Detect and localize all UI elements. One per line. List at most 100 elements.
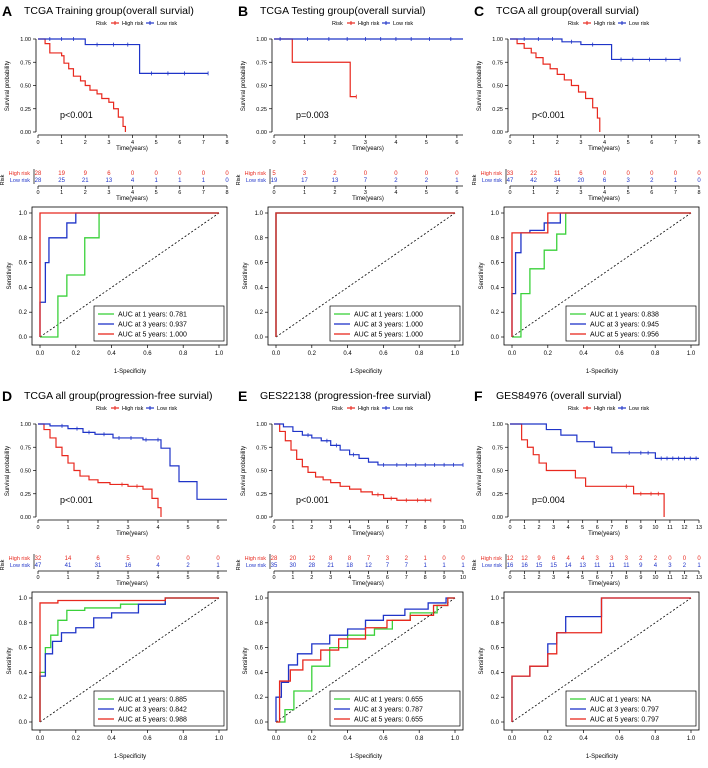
km-x-tick-label: 0 — [508, 525, 511, 531]
roc-auc-legend: AUC at 1 years: NA AUC at 3 years: 0.797 A… — [565, 690, 697, 727]
roc-plot: 0.0 0.0 0.2 0.2 0.4 0.4 0.6 0.6 0.8 0.8 1.0 1.0 1-Sp… — [479, 591, 700, 760]
risk-x-tick-label: 2 — [556, 190, 559, 196]
km-curve-low — [510, 38, 681, 61]
km-x-tick-label: 1 — [523, 525, 526, 531]
km-x-tick-label: 13 — [696, 525, 702, 531]
risk-count-high: 0 — [674, 171, 678, 177]
risk-x-tick-label: 7 — [674, 190, 677, 196]
roc-diagonal — [511, 212, 692, 338]
panel-title: TCGA Testing group(overall survial) — [260, 5, 426, 17]
roc-x-tick-label: 0.2 — [544, 736, 553, 742]
km-x-tick-label: 1 — [291, 525, 294, 531]
risk-x-tick-label: 6 — [596, 575, 599, 581]
legend-title: Risk — [332, 21, 343, 27]
roc-legend-box — [329, 690, 461, 727]
km-y-tick-label: 0.75 — [256, 60, 267, 66]
km-x-tick-label: 0 — [508, 140, 511, 146]
risk-count-low: 3 — [626, 178, 630, 184]
panel-title: TCGA all group(progression-free survial) — [24, 390, 213, 402]
risk-x-tick-label: 4 — [603, 190, 606, 196]
risk-x-tick-label: 8 — [697, 190, 700, 196]
roc-x-tick-label: 0.4 — [343, 736, 352, 742]
risk-count-low: 41 — [65, 563, 72, 569]
roc-legend-label: AUC at 5 years: 0.956 — [590, 332, 659, 339]
km-plot: 0.000.250.500.751.000 1 2 3 4 5 6 7 8 9 10 11 12 13Ti… — [477, 422, 702, 537]
km-y-tick-label: 0.50 — [20, 84, 31, 90]
risk-x-tick-label: 9 — [443, 575, 446, 581]
panel-b: B TCGA Testing group(overall survial) Risk… — [236, 3, 464, 375]
km-pvalue: p=0.004 — [532, 495, 565, 505]
km-x-tick-label: 8 — [625, 525, 628, 531]
risk-count-low: 19 — [271, 178, 278, 184]
roc-y-label: Sensitivity — [7, 647, 13, 674]
roc-x-label: 1-Specificity — [350, 754, 382, 760]
risk-count-high: 3 — [610, 556, 614, 562]
panel-letter: C — [474, 3, 484, 19]
risk-x-tick-label: 1 — [303, 190, 306, 196]
risk-count-low: 16 — [125, 563, 132, 569]
legend-title: Risk — [96, 21, 107, 27]
risk-count-low: 0 — [225, 178, 229, 184]
legend-high-label: High risk — [122, 21, 144, 27]
roc-diagonal — [275, 597, 456, 723]
roc-x-tick-label: 0.8 — [179, 351, 188, 357]
roc-curve-y1 — [276, 597, 455, 723]
risk-count-high: 3 — [386, 556, 390, 562]
km-pvalue: p<0.001 — [60, 495, 93, 505]
km-x-tick-label: 8 — [697, 140, 700, 146]
risk-count-high: 20 — [290, 556, 297, 562]
risk-count-low: 30 — [290, 563, 297, 569]
roc-x-tick-label: 0.4 — [107, 736, 116, 742]
risk-x-tick-label: 1 — [291, 575, 294, 581]
km-x-tick-label: 0 — [36, 525, 39, 531]
risk-count-high: 0 — [697, 556, 701, 562]
risk-count-low: 4 — [131, 178, 135, 184]
risk-count-high: 0 — [461, 556, 465, 562]
risk-x-tick-label: 3 — [552, 575, 555, 581]
roc-frame — [503, 591, 700, 731]
risk-count-low: 11 — [623, 563, 630, 569]
panel-title: GES22138 (progression-free survial) — [260, 390, 431, 402]
risk-count-high: 12 — [521, 556, 528, 562]
roc-x-tick-label: 0.2 — [308, 351, 317, 357]
roc-legend-label: AUC at 3 years: 0.945 — [590, 322, 659, 329]
risk-x-label: Time(years) — [352, 581, 384, 587]
km-curve-low — [38, 423, 227, 500]
km-x-tick-label: 2 — [333, 140, 336, 146]
roc-frame — [31, 206, 228, 346]
roc-diagonal — [511, 597, 692, 723]
roc-x-tick-label: 0.0 — [508, 351, 517, 357]
roc-x-tick-label: 0.8 — [651, 736, 660, 742]
km-y-label: Survival probability — [477, 61, 483, 111]
risk-count-low: 1 — [202, 178, 206, 184]
km-x-tick-label: 5 — [627, 140, 630, 146]
risk-count-high: 0 — [178, 171, 182, 177]
km-y-tick-label: 0.25 — [20, 107, 31, 113]
risk-count-high: 6 — [552, 556, 556, 562]
km-curve-high — [510, 38, 601, 132]
risk-x-tick-label: 2 — [310, 575, 313, 581]
roc-diagonal — [39, 212, 220, 338]
risk-x-tick-label: 0 — [508, 575, 511, 581]
km-x-label: Time(years) — [352, 531, 384, 537]
risk-count-low: 17 — [301, 178, 308, 184]
legend-high-label: High risk — [358, 406, 380, 412]
roc-y-tick-label: 0.0 — [491, 335, 500, 341]
roc-y-label: Sensitivity — [479, 262, 485, 289]
km-x-label: Time(years) — [116, 146, 148, 152]
roc-x-tick-label: 1.0 — [215, 351, 224, 357]
risk-x-tick-label: 11 — [667, 575, 673, 581]
roc-x-tick-label: 1.0 — [215, 736, 224, 742]
km-x-tick-label: 8 — [424, 525, 427, 531]
km-legend: Risk High risk Low risk — [332, 21, 413, 27]
legend-title: Risk — [96, 406, 107, 412]
risk-row-low-label: Low risk — [482, 178, 502, 184]
risk-x-tick-label: 3 — [107, 190, 110, 196]
risk-count-high: 0 — [455, 171, 459, 177]
km-x-tick-label: 4 — [131, 140, 134, 146]
km-x-tick-label: 0 — [272, 525, 275, 531]
roc-x-label: 1-Specificity — [350, 369, 382, 375]
